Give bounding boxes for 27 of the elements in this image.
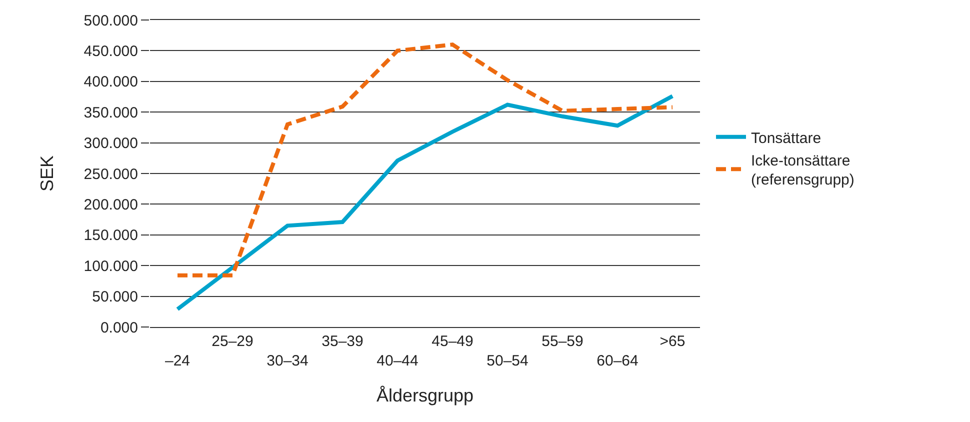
y-tick-label: 450.000 bbox=[84, 42, 138, 60]
x-tick-label: 60–64 bbox=[596, 352, 638, 370]
line-series bbox=[176, 42, 674, 278]
y-tick-label: 150.000 bbox=[84, 227, 138, 244]
x-tick-label: 30–34 bbox=[266, 352, 308, 370]
y-tick-label: 200.000 bbox=[84, 196, 138, 214]
x-tick-label: –24 bbox=[164, 352, 190, 370]
x-tick-label: >65 bbox=[660, 333, 686, 350]
x-tick-label: 55–59 bbox=[542, 333, 584, 350]
line-series bbox=[176, 94, 674, 312]
y-tick-label: 350.000 bbox=[84, 104, 138, 122]
x-tick-label: 25–29 bbox=[212, 333, 254, 350]
y-tick-label: 250.000 bbox=[84, 166, 138, 183]
x-axis-title: Åldersgrupp bbox=[376, 386, 474, 406]
y-tick-label: 100.000 bbox=[84, 258, 138, 275]
x-tick-label: 40–44 bbox=[376, 352, 418, 370]
legend-label: Icke-tonsättare (referensgrupp) bbox=[751, 152, 854, 189]
y-tick-label: 500.000 bbox=[84, 12, 138, 30]
legend-label: Tonsättare bbox=[751, 130, 822, 147]
x-tick-label: 45–49 bbox=[432, 333, 474, 350]
y-tick-label: 400.000 bbox=[84, 74, 138, 91]
x-tick-label: 50–54 bbox=[486, 352, 528, 370]
y-tick-label: 300.000 bbox=[84, 135, 138, 152]
y-tick-label: 0.000 bbox=[100, 319, 138, 336]
y-tick-label: 50.000 bbox=[92, 288, 138, 306]
y-axis-title: SEK bbox=[36, 155, 57, 192]
x-tick-label: 35–39 bbox=[322, 333, 364, 350]
